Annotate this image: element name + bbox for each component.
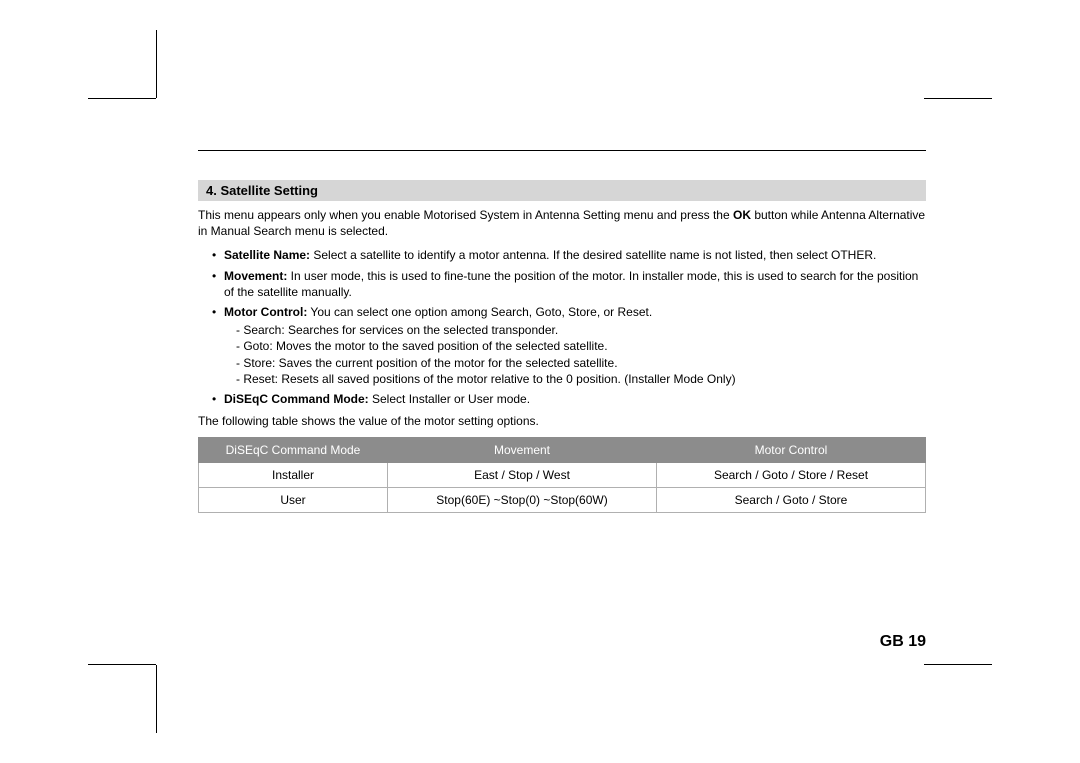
bullet-text: Select a satellite to identify a motor a… (310, 248, 876, 262)
bullet-label: Movement: (224, 269, 287, 283)
cell: User (199, 488, 388, 513)
table-header-row: DiSEqC Command Mode Movement Motor Contr… (199, 438, 926, 463)
content-area: 4. Satellite Setting This menu appears o… (198, 180, 926, 513)
table-row: User Stop(60E) ~Stop(0) ~Stop(60W) Searc… (199, 488, 926, 513)
bullet-label: Motor Control: (224, 305, 307, 319)
section-heading: 4. Satellite Setting (198, 180, 926, 201)
top-rule (198, 150, 926, 151)
intro-paragraph: This menu appears only when you enable M… (198, 207, 926, 239)
crop-mark (88, 664, 156, 665)
intro-bold: OK (733, 208, 751, 222)
cell: Search / Goto / Store (657, 488, 926, 513)
crop-mark (156, 665, 157, 733)
bullet-text: You can select one option among Search, … (307, 305, 652, 319)
col-diseqc: DiSEqC Command Mode (199, 438, 388, 463)
bullet-text: Select Installer or User mode. (369, 392, 530, 406)
bullet-satellite-name: Satellite Name: Select a satellite to id… (212, 247, 926, 263)
cell: Installer (199, 463, 388, 488)
table-intro: The following table shows the value of t… (198, 413, 926, 429)
bullet-list: Satellite Name: Select a satellite to id… (198, 247, 926, 407)
bullet-diseqc-mode: DiSEqC Command Mode: Select Installer or… (212, 391, 926, 407)
page-number: GB 19 (880, 633, 926, 651)
cell: Stop(60E) ~Stop(0) ~Stop(60W) (388, 488, 657, 513)
bullet-motor-control: Motor Control: You can select one option… (212, 304, 926, 387)
col-movement: Movement (388, 438, 657, 463)
table-row: Installer East / Stop / West Search / Go… (199, 463, 926, 488)
motor-settings-table: DiSEqC Command Mode Movement Motor Contr… (198, 437, 926, 513)
crop-mark (88, 98, 156, 99)
intro-pre: This menu appears only when you enable M… (198, 208, 733, 222)
sub-goto: - Goto: Moves the motor to the saved pos… (236, 338, 926, 354)
bullet-text: In user mode, this is used to fine-tune … (224, 269, 918, 299)
page-frame: 4. Satellite Setting This menu appears o… (198, 150, 926, 665)
bullet-movement: Movement: In user mode, this is used to … (212, 268, 926, 300)
sub-list: - Search: Searches for services on the s… (224, 322, 926, 387)
bullet-label: DiSEqC Command Mode: (224, 392, 369, 406)
col-motor-control: Motor Control (657, 438, 926, 463)
crop-mark (924, 664, 992, 665)
bullet-label: Satellite Name: (224, 248, 310, 262)
crop-mark (156, 30, 157, 98)
crop-mark (924, 98, 992, 99)
cell: East / Stop / West (388, 463, 657, 488)
sub-reset: - Reset: Resets all saved positions of t… (236, 371, 926, 387)
sub-search: - Search: Searches for services on the s… (236, 322, 926, 338)
cell: Search / Goto / Store / Reset (657, 463, 926, 488)
sub-store: - Store: Saves the current position of t… (236, 355, 926, 371)
